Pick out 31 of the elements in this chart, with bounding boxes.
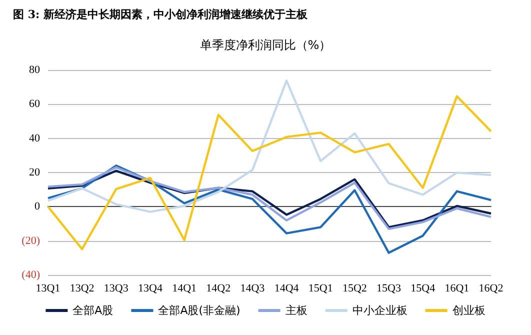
legend-label: 全部A股 (72, 304, 114, 317)
y-tick-label: 80 (29, 64, 40, 76)
x-tick-label: 14Q1 (172, 282, 197, 294)
legend-label: 中小企业板 (352, 304, 408, 317)
y-tick-label: 20 (29, 166, 40, 178)
line-series (46, 79, 492, 213)
y-tick-label: 0 (34, 200, 40, 213)
line-series (46, 164, 492, 254)
x-tick-label: 15Q1 (308, 282, 333, 294)
x-tick-label: 13Q2 (70, 282, 94, 294)
x-tick-label: 13Q4 (138, 282, 163, 294)
legend-label: 创业板 (452, 304, 486, 317)
y-tick-label: (20) (22, 234, 40, 247)
x-tick-label: 13Q3 (104, 282, 129, 294)
x-tick-label: 13Q1 (36, 282, 60, 294)
x-tick-label: 16Q1 (444, 282, 470, 294)
y-tick-label: 60 (29, 98, 40, 110)
x-tick-label: 15Q2 (342, 282, 367, 294)
y-tick-label: 40 (29, 132, 40, 144)
x-tick-label: 15Q3 (376, 282, 402, 294)
x-tick-label: 15Q4 (410, 282, 436, 294)
legend-label: 主板 (285, 304, 308, 317)
y-tick-label: (40) (22, 269, 40, 281)
x-tick-label: 16Q2 (478, 282, 504, 294)
chart-title: 图 3: 新经济是中长期因素，中小创净利润增速继续优于主板 (13, 8, 308, 21)
chart-subtitle: 单季度净利润同比（%） (200, 38, 332, 52)
x-tick-label: 14Q4 (274, 282, 300, 294)
x-tick-label: 14Q2 (206, 282, 231, 294)
x-tick-label: 14Q3 (240, 282, 266, 294)
legend-label: 全部A股(非金融) (158, 304, 240, 317)
line-series (46, 95, 492, 250)
